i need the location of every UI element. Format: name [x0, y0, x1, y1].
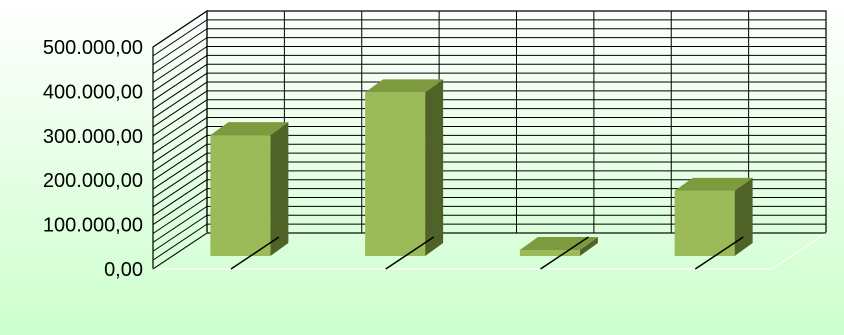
- gridline-side: [152, 117, 208, 154]
- gridline-side: [152, 161, 208, 199]
- gridlines: [152, 10, 826, 270]
- y-axis-tick-labels: 0,00 100.000,00 200.000,00 300.000,00 400.00…: [43, 37, 143, 281]
- floor-divider: [230, 236, 280, 270]
- gridline-side: [152, 205, 208, 243]
- bar-top: [674, 177, 753, 191]
- gridline-side: [152, 90, 208, 128]
- y-tick-label: 500.000,00: [43, 37, 143, 59]
- bar-front: [674, 190, 735, 256]
- x-axis-category-labels: [230, 236, 744, 270]
- gridline-side: [152, 63, 208, 101]
- gridline-side: [152, 108, 208, 146]
- gridline-side: [152, 170, 208, 208]
- gridline-side: [152, 28, 208, 66]
- gridline-side: [152, 72, 208, 110]
- gridline-side: [152, 232, 208, 270]
- floor-divider: [540, 236, 589, 270]
- gridline-side: [152, 19, 208, 57]
- bars: [210, 79, 753, 256]
- gridline-side: [152, 10, 208, 48]
- gridline-side: [152, 46, 208, 83]
- gridline-side: [152, 179, 208, 217]
- y-tick-label: 100.000,00: [43, 215, 143, 237]
- bar-top: [365, 79, 444, 93]
- y-tick-label: 0,00: [104, 259, 143, 281]
- floor-divider: [694, 236, 744, 270]
- bar-front: [210, 135, 271, 256]
- gridline-side: [152, 152, 208, 190]
- gridline-side: [152, 223, 208, 261]
- gridline-side: [152, 126, 208, 163]
- y-tick-label: 400.000,00: [43, 81, 143, 103]
- gridline-side: [152, 54, 208, 92]
- gridline-side: [152, 188, 208, 226]
- floor-divider: [385, 236, 435, 270]
- bar: [365, 79, 444, 256]
- bar: [674, 177, 753, 256]
- gridline-side: [152, 214, 208, 252]
- y-tick-label: 200.000,00: [43, 170, 143, 192]
- y-tick-label: 300.000,00: [43, 126, 143, 148]
- bar-front: [365, 92, 426, 256]
- gridline-side: [152, 37, 208, 75]
- gridline-side: [152, 99, 208, 137]
- bar-side: [734, 177, 753, 256]
- bar-side: [270, 122, 289, 256]
- gridline-side: [152, 81, 208, 119]
- bar: [210, 122, 289, 256]
- gridline-side: [152, 143, 208, 181]
- bar: [519, 237, 598, 256]
- bar-top: [519, 237, 598, 250]
- gridline-side: [152, 134, 208, 172]
- bar-top: [210, 122, 289, 136]
- bar-side: [425, 79, 444, 256]
- gridline-side: [152, 197, 208, 234]
- bar-front: [519, 250, 580, 256]
- bar-side: [579, 237, 598, 256]
